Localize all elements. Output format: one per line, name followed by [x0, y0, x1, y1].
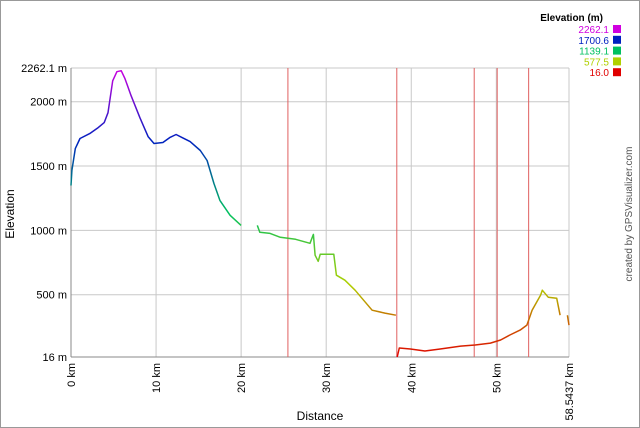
y-tick-label: 500 m: [36, 290, 67, 302]
x-tick-label: 10 km: [151, 363, 163, 393]
x-tick-label: 30 km: [321, 363, 333, 393]
y-tick-label: 2000 m: [30, 97, 67, 109]
legend-swatch: [613, 68, 621, 77]
x-tick-label: 50 km: [491, 363, 503, 393]
x-axis-title: Distance: [297, 409, 344, 423]
legend-label: 1139.1: [579, 47, 609, 58]
x-tick-label: 20 km: [236, 363, 248, 393]
legend-title: Elevation (m): [540, 13, 603, 24]
credit: created by GPSVisualizer.com: [624, 147, 635, 282]
y-tick-label: 2262.1 m: [21, 63, 67, 75]
elevation-line: [70, 69, 570, 358]
legend-swatch: [613, 25, 621, 33]
legend-label: 2262.1: [578, 25, 609, 36]
x-tick-label: 0 km: [66, 363, 78, 387]
legend-label: 1700.6: [578, 36, 609, 47]
legend-swatch: [613, 57, 621, 66]
x-tick-label: 58.5437 km: [564, 363, 576, 420]
y-tick-label: 1500 m: [30, 161, 67, 173]
legend-label: 577.5: [584, 57, 609, 68]
y-axis-title: Elevation: [3, 189, 17, 238]
y-tick-label: 16 m: [43, 352, 67, 364]
legend-label: 16.0: [590, 68, 610, 79]
x-tick-label: 40 km: [406, 363, 418, 393]
legend-swatch: [613, 35, 621, 44]
legend-swatch: [613, 46, 621, 55]
y-tick-label: 1000 m: [30, 225, 67, 237]
